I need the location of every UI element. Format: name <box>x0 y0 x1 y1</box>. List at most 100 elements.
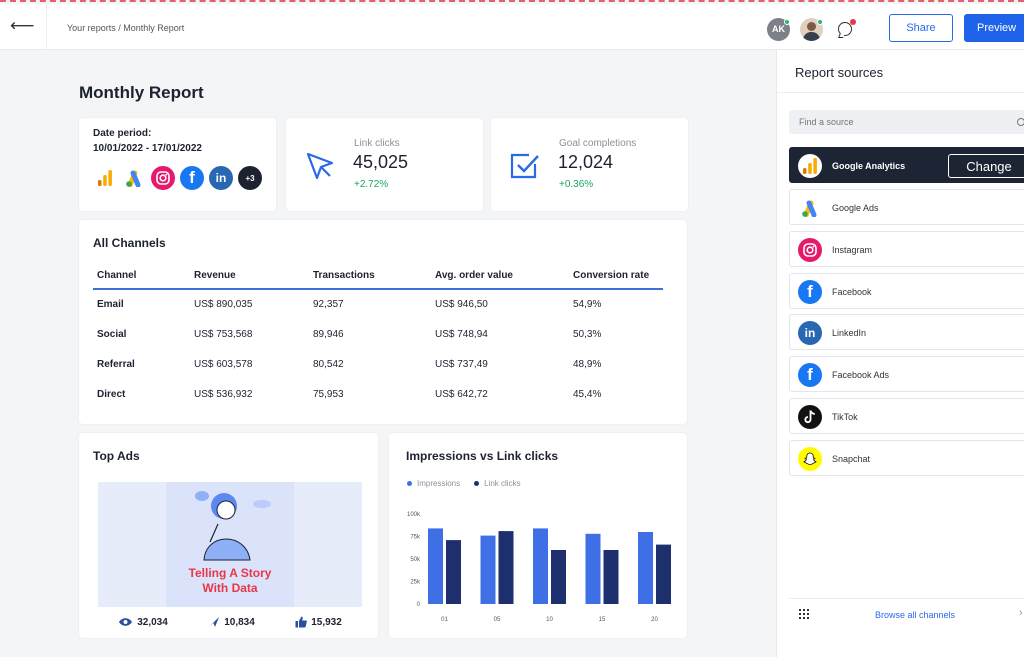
channels-table: Channel Revenue Transactions Avg. order … <box>93 268 663 409</box>
online-indicator <box>817 19 823 25</box>
facebook-icon: f <box>798 280 822 304</box>
table-row[interactable]: Email US$ 890,035 92,357 US$ 946,50 54,9… <box>93 289 663 319</box>
share-button[interactable]: Share <box>889 14 953 42</box>
impressions-stat: 32,034 <box>118 616 168 628</box>
bar-impressions[interactable] <box>480 535 496 604</box>
legend-swatch <box>407 481 412 486</box>
notification-dot <box>850 19 856 25</box>
chat-icon[interactable] <box>838 22 852 36</box>
divider <box>777 92 1024 93</box>
google-ads-icon <box>122 166 146 190</box>
person-illustration-icon <box>195 491 271 561</box>
date-period-card[interactable]: Date period: 10/01/2022 - 17/01/2022 f i… <box>79 118 276 211</box>
y-tick-label: 0 <box>417 602 421 608</box>
bar-link-clicks[interactable] <box>603 550 619 604</box>
table-cell: 89,946 <box>313 328 344 340</box>
column-header[interactable]: Revenue <box>190 268 309 290</box>
page-title: Monthly Report <box>79 83 204 102</box>
bar-chart: 0 25k 50k 75k 100k 01 05 10 15 20 <box>407 512 671 623</box>
top-ads-card: Top Ads Telling A Story With Data 32,034… <box>79 433 378 638</box>
source-facebook[interactable]: f Facebook <box>789 273 1024 309</box>
instagram-icon <box>798 238 822 262</box>
source-snapchat[interactable]: Snapchat <box>789 440 1024 476</box>
browse-all-channels[interactable]: Browse all channels › <box>789 598 1024 622</box>
stat-value: 15,932 <box>311 616 342 628</box>
chevron-right-icon: › <box>1019 607 1023 619</box>
x-tick-label: 10 <box>546 617 553 623</box>
x-tick-label: 20 <box>651 617 658 623</box>
snapchat-icon <box>798 447 822 471</box>
y-tick-label: 100k <box>407 512 421 518</box>
bar-impressions[interactable] <box>533 528 548 604</box>
bar-link-clicks[interactable] <box>656 544 671 604</box>
bar-link-clicks[interactable] <box>446 540 461 604</box>
table-row[interactable]: Social US$ 753,568 89,946 US$ 748,94 50,… <box>93 319 663 349</box>
more-sources-badge[interactable]: +3 <box>238 166 262 190</box>
legend-item[interactable]: Link clicks <box>474 479 521 488</box>
top-bar: ⟵ Your reports / Monthly Report AK Share… <box>0 4 1024 50</box>
source-name: Facebook Ads <box>832 370 890 380</box>
column-header[interactable]: Transactions <box>309 268 431 290</box>
source-name: TikTok <box>832 412 858 422</box>
google-analytics-icon <box>798 154 822 178</box>
search-input[interactable] <box>789 110 1024 134</box>
table-cell: 54,9% <box>573 299 602 310</box>
ad-image[interactable]: Telling A Story With Data <box>98 482 362 607</box>
ad-headline: With Data <box>202 581 258 595</box>
bar-impressions[interactable] <box>428 528 443 604</box>
source-linkedin[interactable]: in LinkedIn <box>789 314 1024 350</box>
search-icon[interactable] <box>1017 118 1024 126</box>
source-name: Google Ads <box>832 203 879 213</box>
table-cell: 75,953 <box>313 388 344 400</box>
bar-impressions[interactable] <box>585 533 601 604</box>
legend-item[interactable]: Impressions <box>407 479 460 488</box>
arrow-left-icon[interactable]: ⟵ <box>10 16 35 35</box>
browse-all-channels-link[interactable]: Browse all channels <box>874 610 956 620</box>
report-sources-panel: Report sources Google Analytics Change G… <box>776 50 1024 657</box>
stat-value: 32,034 <box>137 616 168 628</box>
breadcrumb[interactable]: Your reports / Monthly Report <box>67 23 185 33</box>
stat-value: 10,834 <box>224 616 255 628</box>
online-indicator <box>784 19 790 25</box>
x-tick-label: 15 <box>599 617 606 623</box>
table-row[interactable]: Direct US$ 536,932 75,953 US$ 642,72 45,… <box>93 379 663 409</box>
google-ads-icon <box>798 196 822 220</box>
linkedin-icon: in <box>209 166 233 190</box>
table-cell: Referral <box>97 358 135 370</box>
column-header[interactable]: Conversion rate <box>569 268 663 290</box>
source-instagram[interactable]: Instagram <box>789 231 1024 267</box>
source-google-ads[interactable]: Google Ads <box>789 189 1024 225</box>
cursor-icon <box>304 150 336 187</box>
source-tiktok[interactable]: TikTok <box>789 398 1024 434</box>
bar-link-clicks[interactable] <box>498 531 514 604</box>
change-button[interactable]: Change <box>948 154 1024 178</box>
column-header[interactable]: Avg. order value <box>431 268 569 290</box>
metric-delta: +2.72% <box>354 179 389 190</box>
metric-label: Link clicks <box>354 138 400 149</box>
table-row[interactable]: Referral US$ 603,578 80,542 US$ 737,49 4… <box>93 349 663 379</box>
google-analytics-icon <box>93 166 117 190</box>
metric-value: 12,024 <box>558 152 614 172</box>
source-name: Snapchat <box>832 454 871 464</box>
bar-impressions[interactable] <box>638 532 653 604</box>
table-cell: 80,542 <box>313 358 344 370</box>
facebook-ads-icon: f <box>798 363 822 387</box>
table-header-row: Channel Revenue Transactions Avg. order … <box>93 268 663 290</box>
instagram-icon <box>151 166 175 190</box>
legend-label: Link clicks <box>484 479 521 488</box>
preview-button[interactable]: Preview <box>964 14 1024 42</box>
table-cell: 92,357 <box>313 299 344 310</box>
grid-icon <box>799 609 809 619</box>
date-period-label: Date period: <box>93 128 152 139</box>
column-header[interactable]: Channel <box>93 268 190 290</box>
table-cell: 48,9% <box>573 358 602 370</box>
x-tick-label: 01 <box>441 617 448 623</box>
ad-headline: Telling A Story <box>188 566 272 580</box>
table-cell: US$ 890,035 <box>194 299 253 310</box>
source-name: Google Analytics <box>832 161 906 171</box>
source-facebook-ads[interactable]: f Facebook Ads <box>789 356 1024 392</box>
source-google-analytics[interactable]: Google Analytics Change <box>789 147 1024 183</box>
table-cell: 45,4% <box>573 388 602 400</box>
bar-link-clicks[interactable] <box>551 550 566 604</box>
table-cell: Direct <box>97 388 126 400</box>
